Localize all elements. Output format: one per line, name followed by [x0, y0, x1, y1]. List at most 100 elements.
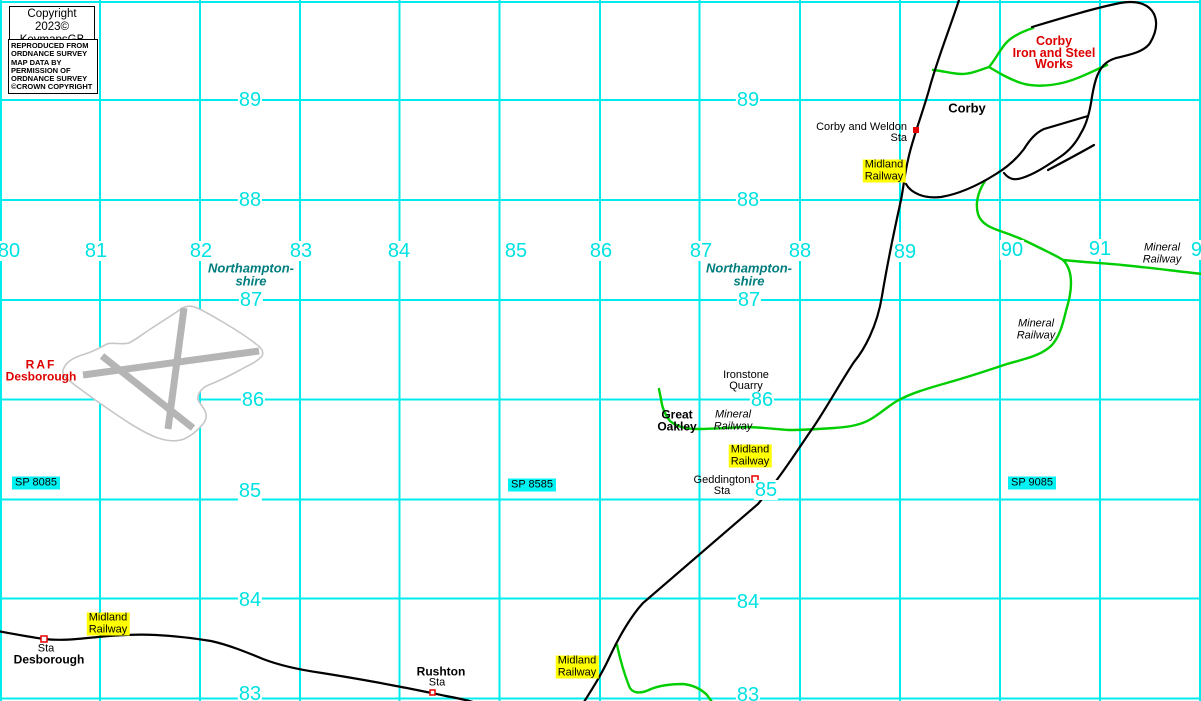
- mineral-railway-line-corby-south: [987, 63, 1109, 87]
- midland-railway-label-geddington: Midland Railway: [728, 443, 772, 468]
- mineral-railway-line-corby-north: [987, 26, 1035, 69]
- mineral-line2: Railway: [713, 420, 753, 432]
- runway: [99, 353, 196, 431]
- grid-row-right-87: 87: [736, 289, 762, 311]
- raf-line1: RAF: [25, 357, 57, 372]
- ironstone-quarry-label: Ironstone Quarry: [723, 370, 769, 392]
- grid-row-left-88: 88: [237, 189, 263, 211]
- county-line2: shire: [235, 273, 267, 288]
- midland-railway-label-desborough: Midland Railway: [86, 611, 130, 636]
- ironstone-line1: Ironstone: [723, 369, 769, 381]
- county-line1: Northampton-: [706, 260, 792, 276]
- works-line2: Iron and Steel: [1012, 45, 1096, 60]
- county-line1: Northampton-: [208, 260, 294, 276]
- works-line1: Corby: [1035, 33, 1073, 48]
- grid-x-label-80: 80: [0, 241, 22, 261]
- county-label-northamptonshire-east: Northampton- shire: [706, 260, 792, 288]
- grid-row-right-88: 88: [735, 189, 761, 211]
- works-line3: Works: [1035, 56, 1073, 71]
- os-copyright-line: ORDNANCE SURVEY: [11, 49, 88, 59]
- grid-row-right-83: 83: [735, 685, 761, 701]
- midland-line1: Midland: [88, 611, 128, 624]
- os-copyright-line: MAP DATA BY: [11, 57, 62, 67]
- grid-row-right-89: 89: [735, 89, 761, 111]
- station-marker-corby-weldon: [913, 127, 919, 133]
- airfield-outline: [62, 305, 264, 442]
- railway-corby-curve: [904, 114, 1090, 199]
- mineral-line1: Mineral: [714, 408, 752, 421]
- grid-x-label-84: 84: [386, 240, 412, 262]
- grid-row-left-87: 87: [238, 289, 264, 311]
- midland-railway-main-line: [583, 0, 961, 701]
- grid-x-label-81: 81: [83, 240, 109, 262]
- mineral-railway-line-corby-west: [931, 65, 991, 76]
- railway-works-loop: [1002, 0, 1158, 181]
- county-line2: shire: [733, 273, 765, 288]
- railways: [0, 0, 1158, 701]
- os-copyright-line: ORDNANCE SURVEY: [11, 74, 88, 84]
- midland-line2: Railway: [88, 623, 128, 635]
- midland-railway-desborough-line: [0, 630, 474, 701]
- rushton-town-label: Rushton: [416, 664, 466, 679]
- raf-desborough-label: RAF Desborough: [5, 357, 77, 383]
- mineral-railway-line-oakley: [657, 258, 1073, 432]
- grid-x-label-89: 89: [892, 241, 918, 263]
- os-copyright-line: PERMISSION OF: [11, 65, 71, 75]
- corby-town-label: Corby: [948, 100, 986, 116]
- midland-line1: Midland: [730, 443, 770, 456]
- grid-x-label-88: 88: [787, 240, 813, 262]
- grid-x-label-90: 90: [999, 239, 1025, 261]
- desborough-sta-label: Sta: [37, 642, 55, 655]
- mineral-railway-label-oakley: Mineral Railway: [713, 408, 753, 433]
- raf-line2: Desborough: [5, 369, 77, 383]
- mineral-line2: Railway: [1142, 253, 1182, 265]
- rushton-sta-label: Sta: [428, 676, 446, 689]
- great-oakley-label: Great Oakley: [657, 407, 696, 433]
- mineral-railways: [615, 26, 1201, 701]
- midland-line1: Midland: [864, 158, 904, 171]
- midland-line2: Railway: [557, 666, 597, 678]
- grid-x-label-82: 82: [188, 240, 214, 262]
- copyright-line1: Copyright 2023©: [27, 8, 77, 33]
- grid-row-right-84: 84: [735, 591, 761, 613]
- grid-x-label-86: 86: [588, 240, 614, 262]
- corby-iron-steel-works-label: Corby Iron and Steel Works: [1012, 33, 1096, 71]
- ironstone-line2: Quarry: [729, 380, 763, 392]
- grid-x-label-91: 91: [1087, 238, 1113, 260]
- midland-railway-label-rushton: Midland Railway: [555, 654, 599, 679]
- runway: [82, 347, 260, 379]
- grid-row-left-83: 83: [237, 684, 263, 701]
- corby-weldon-line2: Sta: [890, 132, 907, 144]
- station-marker-rushton: [429, 689, 436, 696]
- grid-x-label-87: 87: [688, 240, 714, 262]
- mineral-railway-label-east: Mineral Railway: [1142, 241, 1182, 266]
- grid-x-label-85: 85: [503, 240, 529, 262]
- desborough-town-label: Desborough: [13, 652, 85, 667]
- midland-line1: Midland: [557, 654, 597, 667]
- great-oakley-line1: Great: [661, 407, 693, 422]
- mineral-railway-label-south: Mineral Railway: [1016, 317, 1056, 342]
- grid-ref-sp8585: SP 8585: [507, 478, 557, 492]
- geddington-line1: Geddington: [693, 474, 751, 486]
- os-copyright-line: ©CROWN COPYRIGHT: [11, 82, 93, 92]
- corby-weldon-line1: Corby and Weldon: [816, 121, 907, 133]
- midland-line2: Railway: [864, 170, 904, 182]
- grid-ref-sp8085: SP 8085: [11, 476, 61, 490]
- mineral-railway-line-east: [975, 179, 1065, 262]
- mineral-line2: Railway: [1016, 329, 1056, 341]
- airfield-runways: [82, 307, 260, 431]
- mineral-railway-line-south: [615, 643, 713, 701]
- mineral-railway-line-east-branch: [1061, 258, 1201, 275]
- grid-ref-sp9085: SP 9085: [1007, 476, 1057, 490]
- mineral-line1: Mineral: [1017, 317, 1055, 330]
- geddington-station-label: Geddington Sta: [694, 475, 751, 497]
- grid-row-left-85: 85: [237, 480, 263, 502]
- os-copyright-box: REPRODUCED FROM ORDNANCE SURVEY MAP DATA…: [8, 39, 98, 94]
- mineral-line1: Mineral: [1143, 241, 1181, 254]
- railway-junction-spur: [1046, 143, 1096, 172]
- midland-line2: Railway: [730, 455, 770, 467]
- midland-railway-label-corby: Midland Railway: [862, 158, 906, 183]
